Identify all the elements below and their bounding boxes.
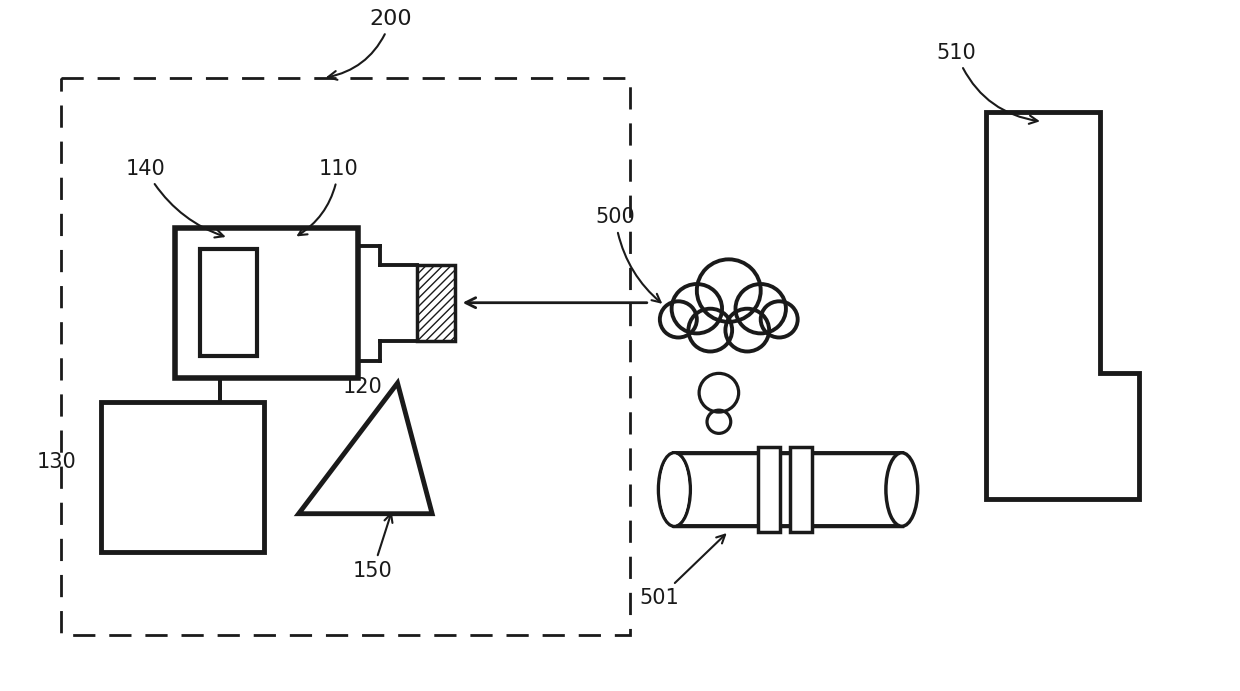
Circle shape xyxy=(660,301,697,337)
Ellipse shape xyxy=(658,453,691,527)
Circle shape xyxy=(725,309,769,352)
Bar xyxy=(675,453,901,527)
Bar xyxy=(175,228,358,378)
Circle shape xyxy=(699,373,739,412)
Circle shape xyxy=(760,301,797,337)
Text: 140: 140 xyxy=(125,159,223,238)
Bar xyxy=(61,78,630,635)
Ellipse shape xyxy=(885,453,918,527)
Polygon shape xyxy=(299,383,432,513)
Circle shape xyxy=(697,259,760,322)
Circle shape xyxy=(735,284,786,333)
Bar xyxy=(759,447,780,532)
Text: 501: 501 xyxy=(640,535,725,607)
Bar xyxy=(418,265,455,341)
Text: 150: 150 xyxy=(353,513,393,580)
Bar xyxy=(100,402,264,552)
Ellipse shape xyxy=(661,455,688,524)
Text: 130: 130 xyxy=(36,453,76,473)
Bar xyxy=(200,249,257,356)
Bar xyxy=(790,447,812,532)
Circle shape xyxy=(707,410,730,433)
PathPatch shape xyxy=(986,112,1140,499)
Text: 510: 510 xyxy=(936,43,1038,124)
Circle shape xyxy=(688,309,732,352)
Text: 500: 500 xyxy=(595,207,661,303)
Circle shape xyxy=(672,284,722,333)
Text: 200: 200 xyxy=(327,9,413,79)
Text: 110: 110 xyxy=(299,159,358,235)
Text: 120: 120 xyxy=(343,377,383,397)
